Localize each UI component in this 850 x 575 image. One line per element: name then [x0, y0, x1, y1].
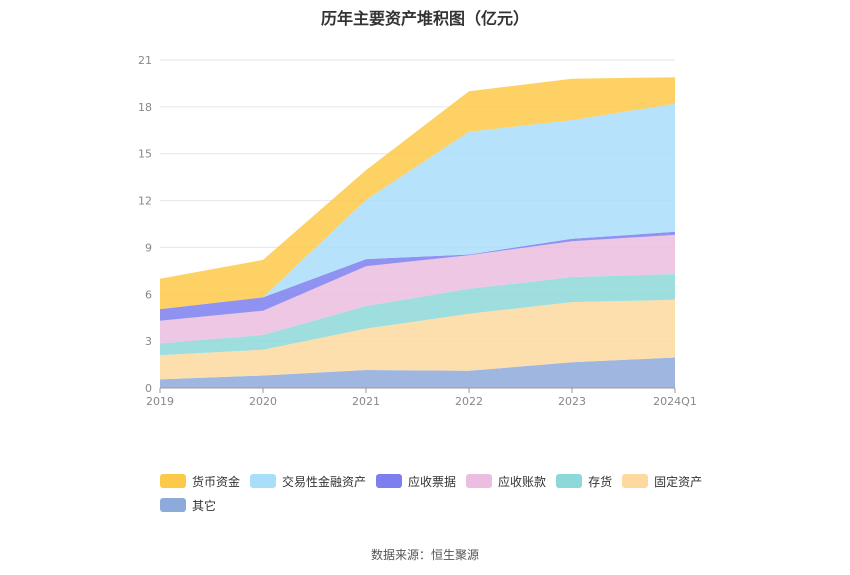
area-series-4	[160, 231, 675, 321]
legend-item[interactable]: 货币资金	[160, 473, 240, 489]
legend-item[interactable]: 应收账款	[466, 473, 546, 489]
area-series-0	[160, 357, 675, 388]
legend-label: 应收账款	[498, 474, 547, 489]
legend-label: 固定资产	[654, 474, 703, 489]
area-series-5	[160, 103, 675, 310]
area-series	[160, 77, 675, 388]
x-tick-label: 2024Q1	[653, 395, 697, 408]
legend-item[interactable]: 交易性金融资产	[250, 473, 366, 489]
area-series-3	[160, 234, 675, 344]
legend-swatch	[250, 474, 277, 488]
area-series-1	[160, 299, 675, 380]
x-tick-label: 2019	[146, 395, 174, 408]
legend-label: 货币资金	[192, 474, 241, 489]
legend-label: 交易性金融资产	[282, 474, 367, 489]
chart-title: 历年主要资产堆积图（亿元）	[320, 9, 529, 28]
x-tick-label: 2023	[558, 395, 586, 408]
area-series-2	[160, 274, 675, 356]
x-tick-label: 2022	[455, 395, 483, 408]
legend-item[interactable]: 应收票据	[376, 473, 456, 489]
legend-swatch	[376, 474, 403, 488]
legend-item[interactable]: 固定资产	[622, 473, 702, 489]
legend-swatch	[160, 474, 186, 488]
chart-legend: 货币资金 交易性金融资产 应收票据 应收账款 存货 固定资产其它	[160, 473, 720, 521]
y-tick-label: 12	[138, 195, 152, 208]
axes: 0 3 6 9 12 15 18 21 2019 2020 2021 2022 2023 2024Q1	[138, 54, 697, 408]
legend-item[interactable]: 存货	[556, 473, 612, 489]
legend-label: 应收票据	[408, 474, 457, 489]
y-tick-label: 21	[138, 54, 152, 67]
legend-swatch	[160, 498, 186, 512]
y-tick-label: 3	[145, 335, 152, 348]
x-tick-label: 2020	[249, 395, 277, 408]
legend-swatch	[466, 474, 493, 488]
legend-swatch	[622, 474, 649, 488]
legend-label: 存货	[588, 474, 613, 489]
y-tick-label: 9	[145, 241, 152, 254]
y-tick-label: 6	[145, 288, 152, 301]
x-tick-label: 2021	[352, 395, 380, 408]
y-tick-label: 18	[138, 101, 152, 114]
legend-swatch	[556, 474, 583, 488]
area-series-6	[160, 77, 675, 310]
y-tick-label: 15	[138, 148, 152, 161]
data-source-note: 数据来源：恒生聚源	[370, 548, 479, 562]
legend-item[interactable]: 其它	[160, 497, 216, 513]
y-tick-label: 0	[145, 382, 152, 395]
legend-label: 其它	[192, 498, 217, 513]
